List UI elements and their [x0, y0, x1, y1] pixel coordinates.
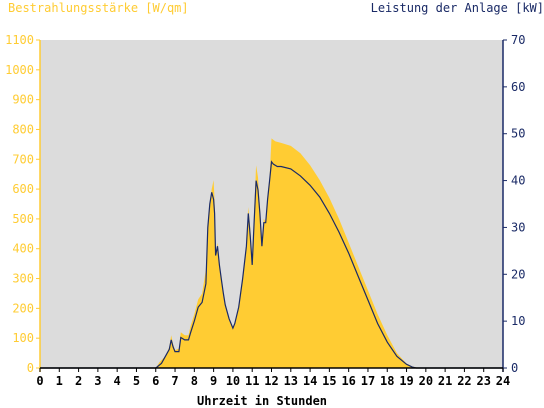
right-tick-label: 10: [511, 314, 525, 328]
axes-layer: 0100200300400500600700800900100011000102…: [5, 33, 525, 388]
right-tick-label: 30: [511, 220, 525, 234]
x-tick-label: 12: [264, 374, 278, 388]
left-tick-label: 500: [12, 212, 34, 226]
x-tick-label: 10: [226, 374, 240, 388]
x-tick-label: 14: [303, 374, 317, 388]
right-tick-label: 60: [511, 80, 525, 94]
right-axis-title: Leistung der Anlage [kW]: [371, 1, 544, 15]
x-tick-label: 3: [94, 374, 101, 388]
irradiance-area: [40, 138, 503, 368]
x-tick-label: 17: [361, 374, 375, 388]
line-layer: [40, 160, 503, 369]
x-tick-label: 4: [114, 374, 121, 388]
left-tick-label: 1000: [5, 63, 34, 77]
x-tick-label: 19: [399, 374, 413, 388]
x-tick-label: 5: [133, 374, 140, 388]
left-tick-label: 600: [12, 182, 34, 196]
left-tick-label: 100: [12, 331, 34, 345]
x-tick-label: 16: [341, 374, 355, 388]
x-tick-label: 2: [75, 374, 82, 388]
right-tick-label: 0: [511, 361, 518, 375]
left-tick-label: 800: [12, 122, 34, 136]
x-tick-label: 13: [284, 374, 298, 388]
left-tick-label: 1100: [5, 33, 34, 47]
x-tick-label: 0: [36, 374, 43, 388]
x-tick-label: 7: [171, 374, 178, 388]
left-axis-title: Bestrahlungsstärke [W/qm]: [8, 1, 189, 15]
left-tick-label: 700: [12, 152, 34, 166]
x-tick-label: 8: [191, 374, 198, 388]
x-tick-label: 6: [152, 374, 159, 388]
x-tick-label: 1: [56, 374, 63, 388]
x-tick-label: 11: [245, 374, 259, 388]
x-tick-label: 21: [438, 374, 452, 388]
area-layer: [40, 138, 503, 368]
left-tick-label: 400: [12, 242, 34, 256]
x-axis-title: Uhrzeit in Stunden: [197, 394, 327, 408]
power-line: [40, 160, 503, 369]
x-tick-label: 22: [457, 374, 471, 388]
x-tick-label: 15: [322, 374, 336, 388]
left-tick-label: 900: [12, 93, 34, 107]
x-tick-label: 23: [476, 374, 490, 388]
x-tick-label: 18: [380, 374, 394, 388]
right-tick-label: 50: [511, 127, 525, 141]
right-tick-label: 70: [511, 33, 525, 47]
right-tick-label: 20: [511, 267, 525, 281]
x-tick-label: 20: [419, 374, 433, 388]
left-tick-label: 0: [27, 361, 34, 375]
left-tick-label: 300: [12, 272, 34, 286]
x-tick-label: 24: [496, 374, 510, 388]
left-tick-label: 200: [12, 301, 34, 315]
x-tick-label: 9: [210, 374, 217, 388]
right-tick-label: 40: [511, 174, 525, 188]
